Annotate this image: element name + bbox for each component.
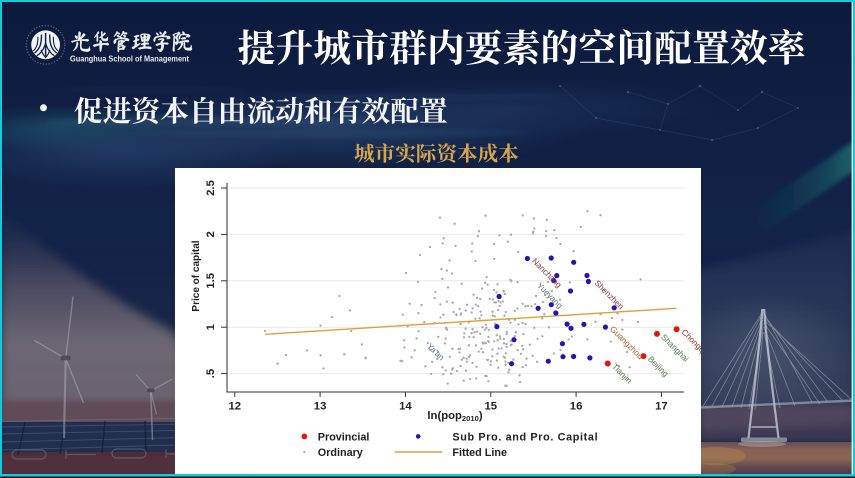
svg-text:15: 15 [485,400,498,412]
svg-text:12: 12 [229,400,242,412]
svg-text:ln(pop2010): ln(pop2010) [427,410,482,423]
svg-text:Sub Pro. and Pro. Capital: Sub Pro. and Pro. Capital [452,431,598,443]
svg-text:13: 13 [314,400,327,412]
svg-text:Provincial: Provincial [318,431,370,443]
svg-text:Fitted Line: Fitted Line [452,447,507,459]
svg-text:16: 16 [570,400,583,412]
svg-text:17: 17 [655,400,668,412]
svg-text:2: 2 [205,231,217,237]
svg-text:1: 1 [205,324,217,330]
svg-text:Price of capital: Price of capital [191,240,202,311]
svg-text:14: 14 [399,400,412,412]
svg-text:Guanghua School of Management: Guanghua School of Management [70,54,189,64]
svg-text:1.5: 1.5 [205,273,217,289]
svg-text:Ordinary: Ordinary [318,447,363,459]
svg-text:.5: .5 [205,369,217,378]
svg-text:2.5: 2.5 [205,180,217,196]
